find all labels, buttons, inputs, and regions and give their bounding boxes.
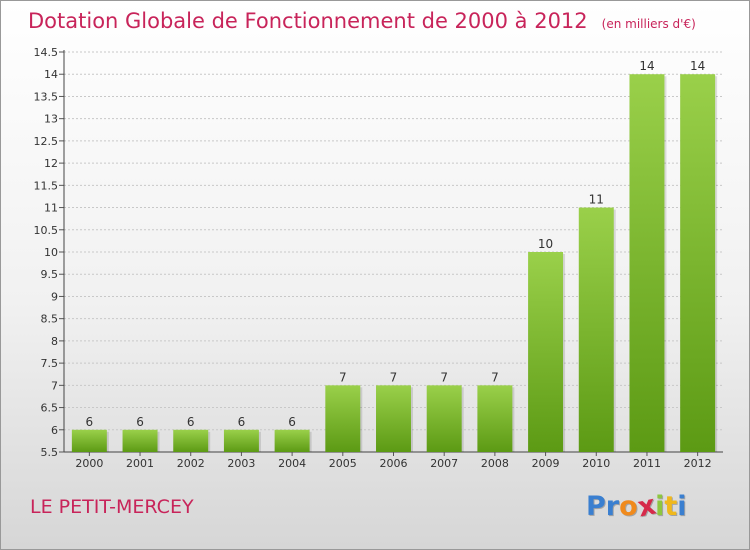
data-label: 6 <box>288 415 296 429</box>
data-label: 14 <box>639 59 654 73</box>
bar <box>426 385 462 452</box>
bar <box>71 429 107 452</box>
chart-title: Dotation Globale de Fonctionnement de 20… <box>28 9 588 33</box>
bar <box>629 74 665 452</box>
x-tick-label: 2009 <box>532 457 560 470</box>
data-label: 6 <box>238 415 246 429</box>
data-label: 7 <box>339 370 347 384</box>
y-tick-label: 11.5 <box>34 179 59 192</box>
y-tick-label: 12 <box>44 157 58 170</box>
y-tick-label: 9 <box>51 290 58 303</box>
logo-letter: P <box>586 491 606 522</box>
y-tick-label: 9.5 <box>41 268 59 281</box>
y-tick-label: 7 <box>51 379 58 392</box>
x-tick-label: 2003 <box>227 457 255 470</box>
logo-letter: i <box>655 491 665 522</box>
logo-letter: i <box>677 491 687 522</box>
x-tick-label: 2008 <box>481 457 509 470</box>
unit-label: (en milliers d'€) <box>601 17 696 31</box>
y-tick-label: 6.5 <box>41 402 59 415</box>
x-tick-label: 2000 <box>75 457 103 470</box>
bar <box>274 429 310 452</box>
logo-letter: t <box>664 491 678 522</box>
y-tick-label: 10 <box>44 246 58 259</box>
logo-letter: r <box>605 491 620 522</box>
chart-title-block: Dotation Globale de Fonctionnement de 20… <box>28 9 696 33</box>
x-tick-label: 2010 <box>582 457 610 470</box>
y-tick-label: 14 <box>44 68 58 81</box>
y-tick-label: 7.5 <box>41 357 59 370</box>
bar <box>528 252 564 452</box>
y-tick-label: 5.5 <box>41 446 59 459</box>
logo-letter: o <box>619 491 638 522</box>
bar <box>173 429 209 452</box>
data-label: 7 <box>440 370 448 384</box>
y-tick-label: 8.5 <box>41 313 59 326</box>
y-tick-label: 13.5 <box>34 90 59 103</box>
data-label: 6 <box>136 415 144 429</box>
x-tick-label: 2005 <box>329 457 357 470</box>
data-label: 14 <box>690 59 705 73</box>
y-tick-label: 10.5 <box>34 224 59 237</box>
data-label: 7 <box>491 370 499 384</box>
y-tick-label: 11 <box>44 202 58 215</box>
data-label: 6 <box>187 415 195 429</box>
x-tick-label: 2012 <box>684 457 712 470</box>
bar <box>680 74 716 452</box>
x-tick-label: 2006 <box>380 457 408 470</box>
y-tick-label: 12.5 <box>34 135 59 148</box>
bar <box>477 385 513 452</box>
data-labels: 6 6 6 6 6 7 7 7 7 10 11 14 14 <box>86 59 706 429</box>
x-tick-label: 2004 <box>278 457 306 470</box>
data-label: 10 <box>538 237 553 251</box>
x-tick-label: 2002 <box>177 457 205 470</box>
proxiti-logo: Proxiti <box>586 490 687 524</box>
x-tick-label: 2011 <box>633 457 661 470</box>
y-tick-label: 6 <box>51 424 58 437</box>
data-label: 11 <box>589 193 604 207</box>
data-label: 7 <box>390 370 398 384</box>
x-tick-label: 2001 <box>126 457 154 470</box>
bars <box>71 74 718 452</box>
bar <box>223 429 259 452</box>
y-tick-label: 13 <box>44 113 58 126</box>
y-tick-label: 8 <box>51 335 58 348</box>
bar <box>376 385 411 452</box>
y-tick-label: 14.5 <box>34 46 59 59</box>
bar <box>122 429 158 452</box>
x-tick-label: 2007 <box>430 457 458 470</box>
data-label: 6 <box>86 415 94 429</box>
commune-name: LE PETIT-MERCEY <box>30 496 194 518</box>
bar <box>325 385 361 452</box>
bar <box>578 207 614 452</box>
